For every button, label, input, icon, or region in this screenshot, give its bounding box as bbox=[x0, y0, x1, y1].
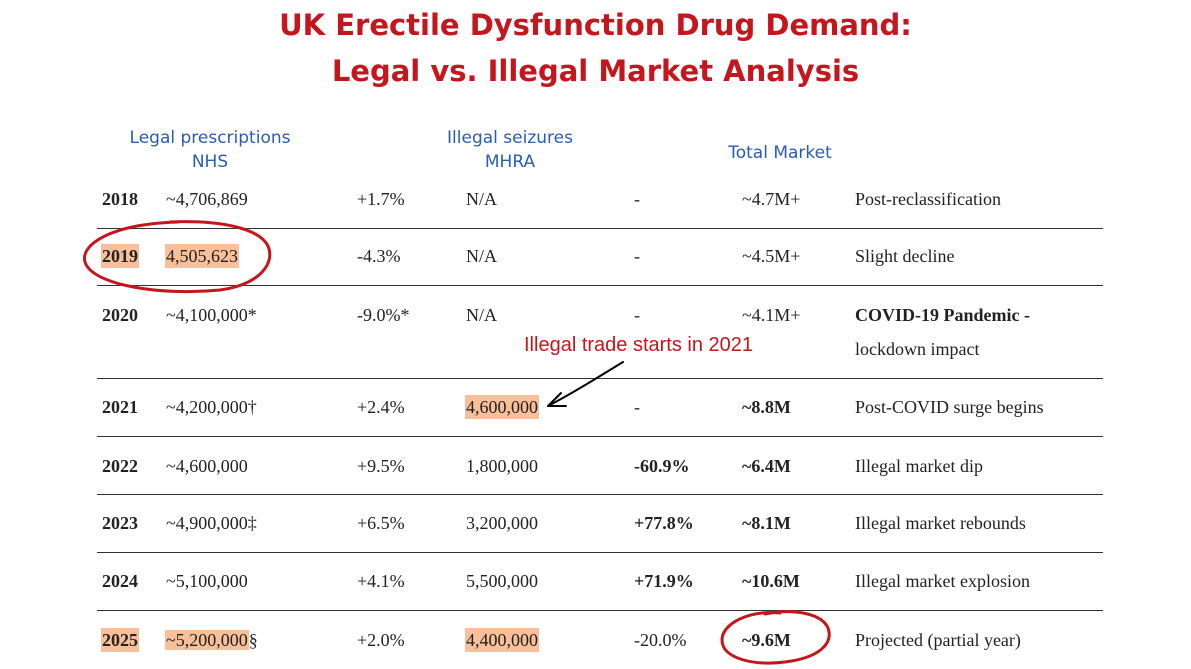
note-cell: Illegal market explosion bbox=[855, 571, 1030, 591]
illegal-cell: N/A bbox=[466, 246, 497, 266]
illegal-trade-annotation: Illegal trade starts in 2021 bbox=[524, 334, 754, 356]
note-cell: Illegal market dip bbox=[855, 456, 983, 476]
total-cell: ~9.6M bbox=[742, 630, 791, 650]
title-line-2: Legal vs. Illegal Market Analysis bbox=[331, 54, 860, 88]
legal-cell: ~4,100,000* bbox=[166, 305, 257, 325]
illegal-change-cell: - bbox=[634, 305, 640, 325]
legal-cell: ~4,600,000 bbox=[166, 456, 248, 476]
legal-change-cell: +6.5% bbox=[357, 513, 405, 533]
illegal-header-line-1: Illegal seizures bbox=[447, 128, 573, 148]
legal-cell: ~5,100,000 bbox=[166, 571, 248, 591]
highlight-circle-total-2025 bbox=[720, 610, 831, 665]
total-cell: ~10.6M bbox=[742, 571, 800, 591]
legal-change-cell: +2.4% bbox=[357, 397, 405, 417]
note-cell: Illegal market rebounds bbox=[855, 513, 1026, 533]
legal-change-cell: +9.5% bbox=[357, 456, 405, 476]
row-divider bbox=[97, 285, 1103, 286]
illegal-change-cell: - bbox=[634, 246, 640, 266]
year-cell: 2020 bbox=[102, 305, 138, 325]
note-cell: Slight decline bbox=[855, 246, 955, 266]
illegal-cell: 3,200,000 bbox=[466, 513, 538, 533]
total-cell: ~8.1M bbox=[742, 513, 791, 533]
illegal-change-cell: +77.8% bbox=[634, 513, 694, 533]
highlight-circle-2019 bbox=[82, 220, 272, 294]
total-cell: ~4.1M+ bbox=[742, 305, 801, 325]
row-divider bbox=[97, 610, 1103, 611]
year-cell: 2021 bbox=[102, 397, 138, 417]
illegal-change-cell: -60.9% bbox=[634, 456, 690, 476]
illegal-cell: 5,500,000 bbox=[466, 571, 538, 591]
title-line-1: UK Erectile Dysfunction Drug Demand: bbox=[279, 8, 912, 42]
note-cell: Projected (partial year) bbox=[855, 630, 1021, 650]
year-cell: 2024 bbox=[102, 571, 138, 591]
illegal-change-cell: - bbox=[634, 397, 640, 417]
illegal-cell: 4,600,000 bbox=[465, 395, 539, 419]
row-divider bbox=[97, 228, 1103, 229]
note-cell: Post-COVID surge begins bbox=[855, 397, 1044, 417]
legal-cell: ~5,200,000§ bbox=[165, 628, 258, 652]
legal-footnote-mark: § bbox=[248, 630, 258, 650]
total-cell: ~4.7M+ bbox=[742, 189, 801, 209]
legal-cell: ~4,706,869 bbox=[166, 189, 248, 209]
year-cell: 2023 bbox=[102, 513, 138, 533]
illegal-change-cell: -20.0% bbox=[634, 630, 687, 650]
arrow-head bbox=[547, 392, 567, 407]
legal-header-line-2: NHS bbox=[191, 152, 229, 172]
legal-header-line-1: Legal prescriptions bbox=[129, 128, 291, 148]
illegal-cell: N/A bbox=[466, 305, 497, 325]
legal-cell: 4,505,623 bbox=[165, 244, 239, 268]
note-cell-line-2: lockdown impact bbox=[855, 339, 980, 359]
year-cell: 2025 bbox=[101, 628, 139, 652]
illegal-cell: N/A bbox=[466, 189, 497, 209]
total-cell: ~6.4M bbox=[742, 456, 791, 476]
row-divider bbox=[97, 378, 1103, 379]
illegal-change-cell: - bbox=[634, 189, 640, 209]
illegal-cell: 1,800,000 bbox=[466, 456, 538, 476]
illegal-change-cell: +71.9% bbox=[634, 571, 694, 591]
note-cell: Post-reclassification bbox=[855, 189, 1001, 209]
legal-change-cell: +1.7% bbox=[357, 189, 405, 209]
illegal-cell: 4,400,000 bbox=[465, 628, 539, 652]
legal-cell: ~4,900,000‡ bbox=[166, 513, 257, 533]
row-divider bbox=[97, 494, 1103, 495]
legal-cell: ~4,200,000† bbox=[166, 397, 257, 417]
note-cell: COVID-19 Pandemic - bbox=[855, 305, 1030, 325]
illegal-seizures-header: Illegal seizures MHRA bbox=[420, 126, 600, 174]
total-cell: ~4.5M+ bbox=[742, 246, 801, 266]
illegal-header-line-2: MHRA bbox=[484, 152, 536, 172]
year-cell: 2018 bbox=[102, 189, 138, 209]
total-cell: ~8.8M bbox=[742, 397, 791, 417]
legal-change-cell: -9.0%* bbox=[357, 305, 410, 325]
year-cell: 2022 bbox=[102, 456, 138, 476]
arrow-line bbox=[547, 361, 624, 407]
row-divider bbox=[97, 436, 1103, 437]
legal-change-cell: -4.3% bbox=[357, 246, 401, 266]
legal-change-cell: +4.1% bbox=[357, 571, 405, 591]
legal-change-cell: +2.0% bbox=[357, 630, 405, 650]
legal-prescriptions-header: Legal prescriptions NHS bbox=[110, 126, 310, 174]
legal-value: ~5,200,000 bbox=[165, 630, 249, 650]
total-market-header: Total Market bbox=[728, 143, 832, 163]
row-divider bbox=[97, 552, 1103, 553]
year-cell: 2019 bbox=[101, 244, 139, 268]
